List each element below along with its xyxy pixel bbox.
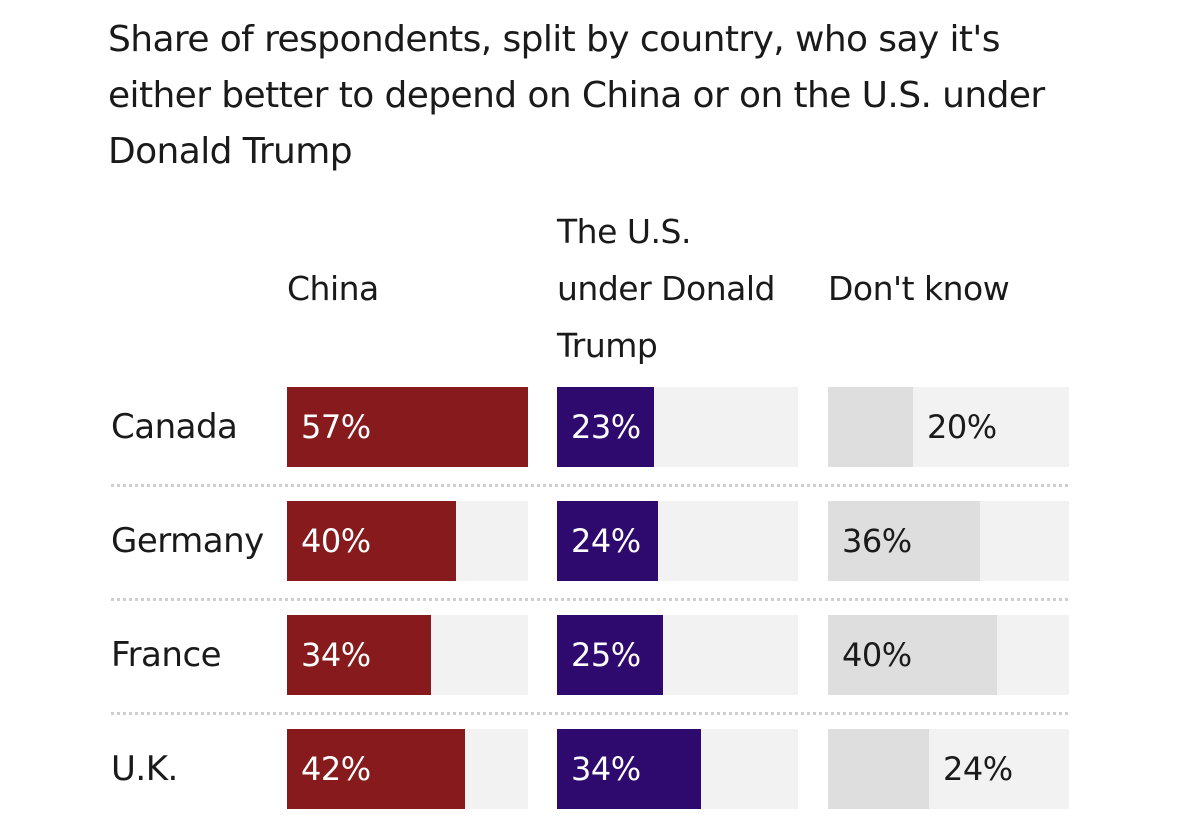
- column-header-dont-know: Don't know: [828, 269, 1010, 308]
- row-divider: [111, 484, 1068, 487]
- bar-us-france: [557, 615, 663, 695]
- column-header-china: China: [287, 269, 379, 308]
- value-label-china-canada: 57%: [301, 408, 371, 446]
- chart-title: Share of respondents, split by country, …: [108, 19, 1045, 172]
- bar-track-us-u-k: 34%: [557, 729, 798, 809]
- column-header-us: The U.S. under Donald Trump: [557, 212, 776, 365]
- bar-track-china-germany: 40%: [287, 501, 528, 581]
- value-label-dont-know-germany: 36%: [842, 522, 912, 560]
- bar-track-china-canada: 57%: [287, 387, 528, 467]
- value-label-china-france: 34%: [301, 636, 371, 674]
- value-label-dont-know-canada: 20%: [927, 408, 997, 446]
- bar-track-dont-know-canada: 20%: [828, 387, 1069, 467]
- bar-track-china-u-k: 42%: [287, 729, 528, 809]
- bar-track-dont-know-germany: 36%: [828, 501, 1069, 581]
- bar-china-u-k: [287, 729, 465, 809]
- bar-us-germany: [557, 501, 658, 581]
- bar-us-canada: [557, 387, 654, 467]
- value-label-china-u-k: 42%: [301, 750, 371, 788]
- value-label-dont-know-france: 40%: [842, 636, 912, 674]
- value-label-us-germany: 24%: [571, 522, 641, 560]
- bar-track-us-germany: 24%: [557, 501, 798, 581]
- bar-china-germany: [287, 501, 456, 581]
- value-label-us-canada: 23%: [571, 408, 641, 446]
- bar-dont-know-france: [828, 615, 997, 695]
- bar-track-dont-know-u-k: 24%: [828, 729, 1069, 809]
- bar-track-us-canada: 23%: [557, 387, 798, 467]
- value-label-china-germany: 40%: [301, 522, 371, 560]
- bar-dont-know-canada: [828, 387, 913, 467]
- row-label-u-k: U.K.: [111, 749, 178, 789]
- bar-dont-know-germany: [828, 501, 980, 581]
- row-label-germany: Germany: [111, 521, 264, 561]
- bar-dont-know-u-k: [828, 729, 929, 809]
- row-label-canada: Canada: [111, 407, 238, 447]
- bar-china-canada: [287, 387, 528, 467]
- bar-track-us-france: 25%: [557, 615, 798, 695]
- row-divider: [111, 712, 1068, 715]
- bar-china-france: [287, 615, 431, 695]
- bar-us-u-k: [557, 729, 701, 809]
- value-label-us-u-k: 34%: [571, 750, 641, 788]
- bar-track-dont-know-france: 40%: [828, 615, 1069, 695]
- row-label-france: France: [111, 635, 222, 675]
- row-divider: [111, 598, 1068, 601]
- value-label-us-france: 25%: [571, 636, 641, 674]
- value-label-dont-know-u-k: 24%: [943, 750, 1013, 788]
- bar-track-china-france: 34%: [287, 615, 528, 695]
